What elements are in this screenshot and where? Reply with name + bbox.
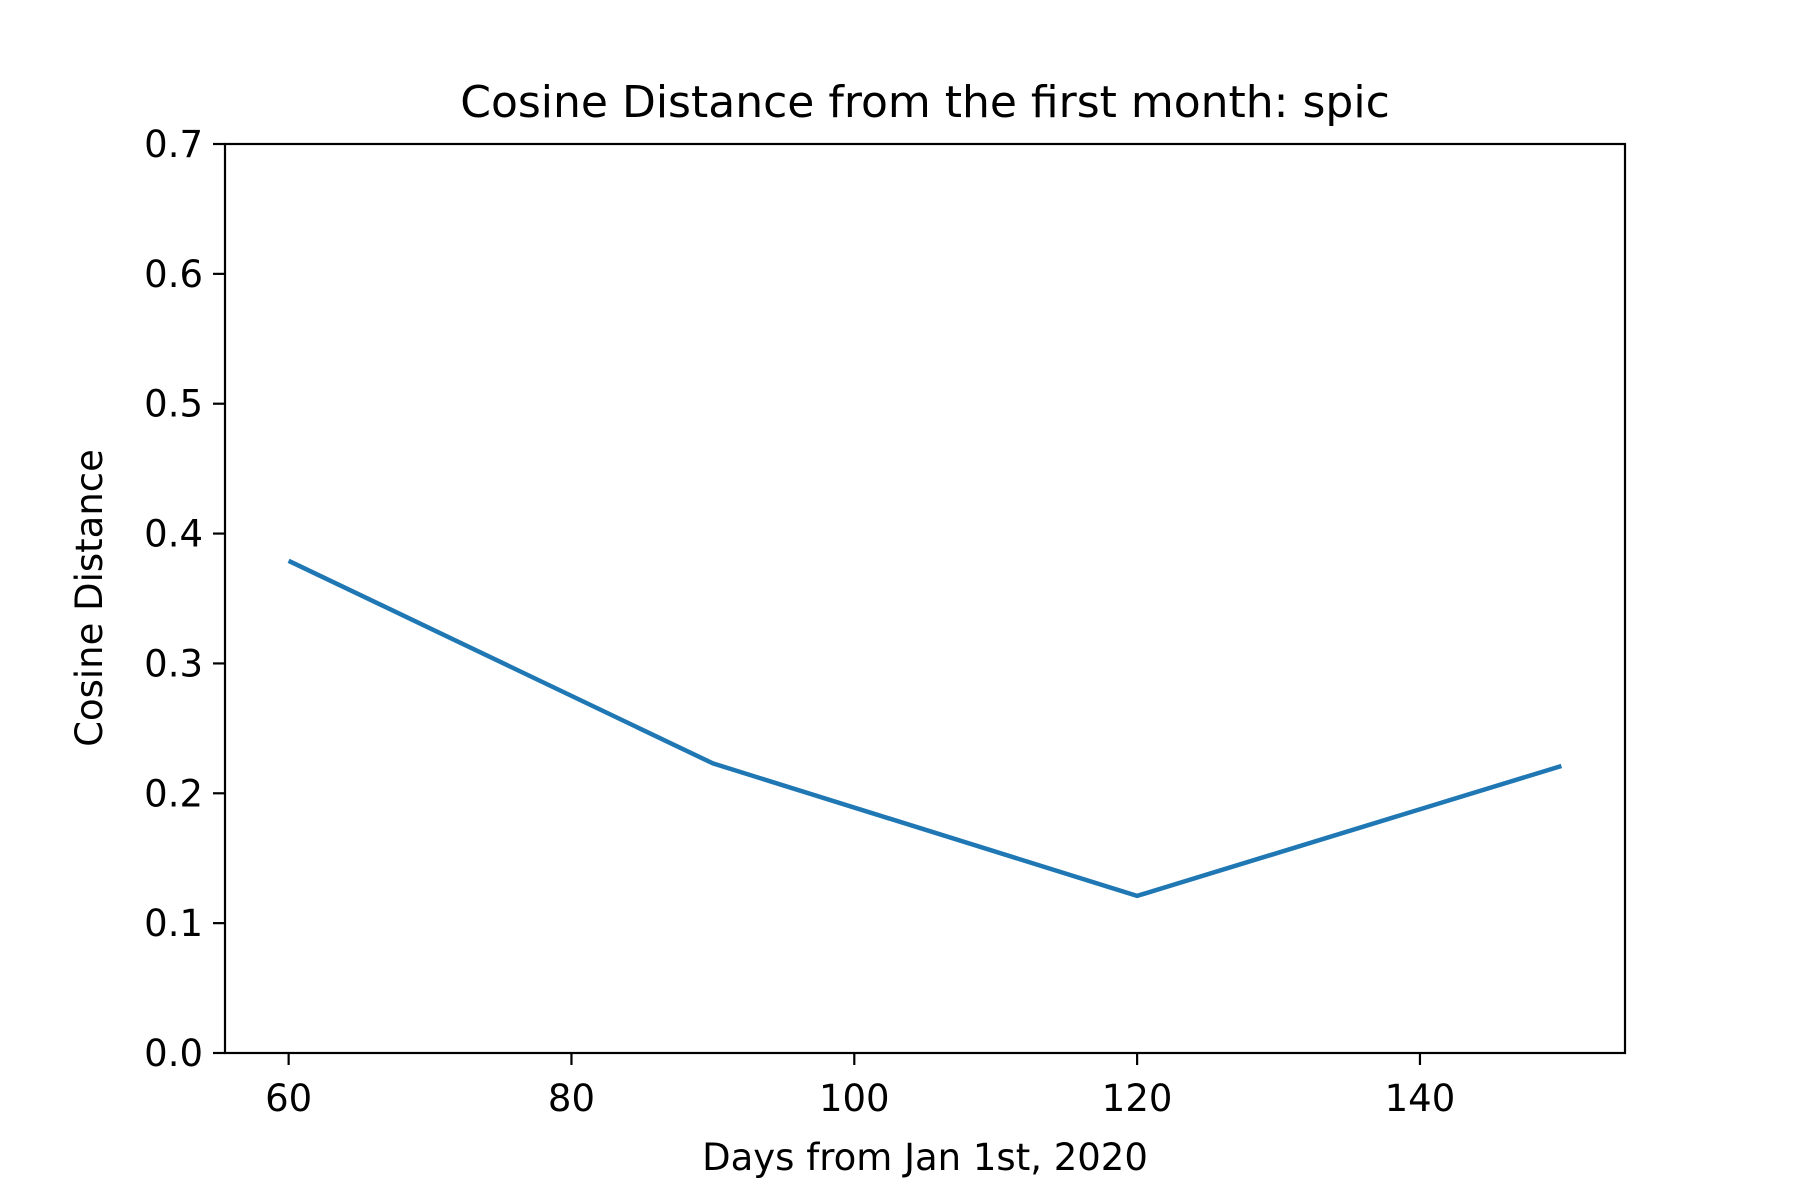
x-tick-label: 100 — [819, 1077, 890, 1120]
series-line-0 — [287, 558, 1563, 899]
x-axis-label: Days from Jan 1st, 2020 — [702, 1136, 1148, 1179]
y-tick-label: 0.6 — [144, 253, 203, 296]
x-tick-label: 140 — [1385, 1077, 1456, 1120]
y-axis-label: Cosine Distance — [68, 449, 111, 747]
y-tick-label: 0.0 — [144, 1032, 203, 1075]
y-tick-label: 0.1 — [144, 902, 203, 945]
x-tick-label: 80 — [548, 1077, 595, 1120]
chart-title: Cosine Distance from the first month: sp… — [460, 77, 1390, 128]
y-tick-label: 0.4 — [144, 513, 203, 556]
y-axis-ticks: 0.0 0.1 0.2 0.3 0.4 0.5 0.6 0.7 — [144, 123, 225, 1075]
x-axis-ticks: 60 80 100 120 140 — [265, 1053, 1455, 1120]
y-tick-label: 0.5 — [144, 383, 203, 426]
x-tick-label: 60 — [265, 1077, 312, 1120]
plot-frame — [223, 142, 1627, 1055]
x-tick-label: 120 — [1102, 1077, 1173, 1120]
y-tick-label: 0.3 — [144, 642, 203, 685]
series-layer — [287, 558, 1563, 899]
y-tick-label: 0.2 — [144, 772, 203, 815]
y-tick-label: 0.7 — [144, 123, 203, 166]
